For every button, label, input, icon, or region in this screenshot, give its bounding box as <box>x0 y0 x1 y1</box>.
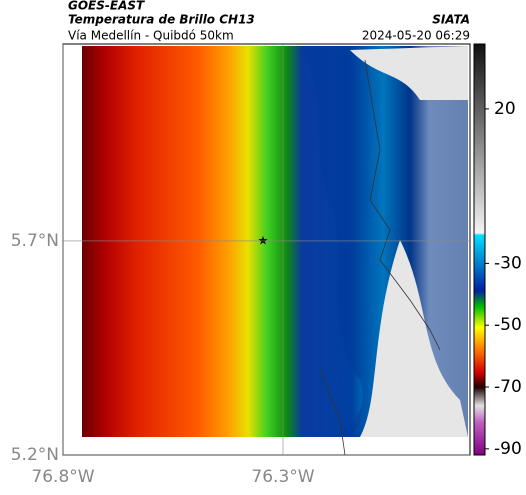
timestamp: 2024-05-20 06:29 <box>362 29 470 43</box>
title: Temperatura de Brillo CH13 <box>68 13 255 27</box>
lat-label: 5.7°N <box>11 231 59 251</box>
source: GOES-EAST <box>68 0 145 13</box>
colorbar-label: -70 <box>494 377 522 397</box>
lat-label: 5.2°N <box>11 445 59 465</box>
colorbar-label: -30 <box>494 253 522 273</box>
colorbar <box>473 43 486 456</box>
border-line <box>319 59 441 456</box>
location-marker: ★ <box>258 234 269 248</box>
cold-cloud <box>350 46 468 100</box>
brand: SIATA <box>432 13 470 27</box>
colorbar-label: -90 <box>494 439 522 459</box>
subtitle: Vía Medellín - Quibdó 50km <box>68 29 234 43</box>
colorbar-label: 20 <box>494 99 516 119</box>
lon-label: 76.8°W <box>31 467 94 487</box>
cold-cloud <box>360 240 468 437</box>
ticks: 5.2°N 5.7°N 76.8°W 76.3°W 20 -30 -50 -70 -90 <box>11 44 522 487</box>
lon-label: 76.3°W <box>251 467 314 487</box>
colorbar-label: -50 <box>494 315 522 335</box>
